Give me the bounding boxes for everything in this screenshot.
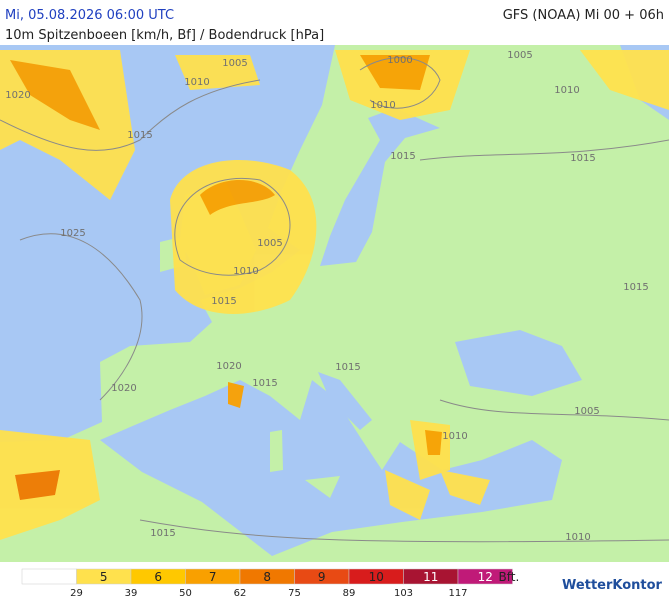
legend-bft: 10 — [369, 570, 384, 584]
subtitle: 10m Spitzenboeen [km/h, Bf] / Bodendruck… — [5, 28, 324, 43]
isobar-label: 1015 — [570, 153, 595, 164]
isobar-label: 1015 — [211, 296, 236, 307]
legend-swatch — [21, 568, 77, 585]
isobar-label: 1025 — [60, 228, 85, 239]
legend-threshold: 117 — [448, 588, 467, 599]
isobar-label: 1005 — [222, 58, 247, 69]
legend-bft: 7 — [209, 570, 217, 584]
legend-bft: 9 — [318, 570, 326, 584]
isobar-labels: 1005 1010 1020 1015 1000 1005 1010 1010 1015 1015… — [5, 50, 648, 543]
legend-unit: Bft. — [499, 570, 520, 584]
isobar-label: 1015 — [623, 282, 648, 293]
isobar-label: 1015 — [150, 528, 175, 539]
isobar-label: 1010 — [554, 85, 579, 96]
legend-threshold: 89 — [343, 588, 356, 599]
isobar-label: 1005 — [574, 406, 599, 417]
model-run: GFS (NOAA) Mi 00 + 06h — [503, 8, 664, 23]
isobar-label: 1010 — [184, 77, 209, 88]
legend-bft: 11 — [423, 570, 438, 584]
legend-threshold: 62 — [234, 588, 247, 599]
isobar-label: 1010 — [233, 266, 258, 277]
brand: WetterKontor — [562, 578, 663, 593]
legend-threshold: 39 — [125, 588, 138, 599]
valid-time: Mi, 05.08.2026 06:00 UTC — [5, 8, 174, 23]
legend-threshold: 103 — [394, 588, 413, 599]
legend-bft: 6 — [154, 570, 162, 584]
isobar-label: 1015 — [335, 362, 360, 373]
legend-bft: 5 — [100, 570, 108, 584]
isobar-label: 1000 — [387, 55, 412, 66]
isobar-label: 1015 — [127, 130, 152, 141]
map: 1005 1010 1020 1015 1000 1005 1010 1010 1015 1015… — [0, 45, 669, 562]
isobar-label: 1020 — [5, 90, 30, 101]
legend-threshold: 29 — [70, 588, 83, 599]
isobar-label: 1005 — [507, 50, 532, 61]
isobar-label: 1020 — [111, 383, 136, 394]
legend: 5 6 7 8 9 10 11 12 Bft.29 39 50 62 75 89 103 117 — [21, 568, 520, 599]
legend-bft: 8 — [263, 570, 271, 584]
isobar-label: 1010 — [442, 431, 467, 442]
isobar-label: 1020 — [216, 361, 241, 372]
isobar-label: 1015 — [390, 151, 415, 162]
legend-threshold: 75 — [288, 588, 301, 599]
isobar-label: 1005 — [257, 238, 282, 249]
legend-threshold: 50 — [179, 588, 192, 599]
legend-swatch — [457, 568, 513, 585]
isobar-label: 1015 — [252, 378, 277, 389]
isobar-label: 1010 — [370, 100, 395, 111]
legend-bft: 12 — [478, 570, 493, 584]
isobar-label: 1010 — [565, 532, 590, 543]
